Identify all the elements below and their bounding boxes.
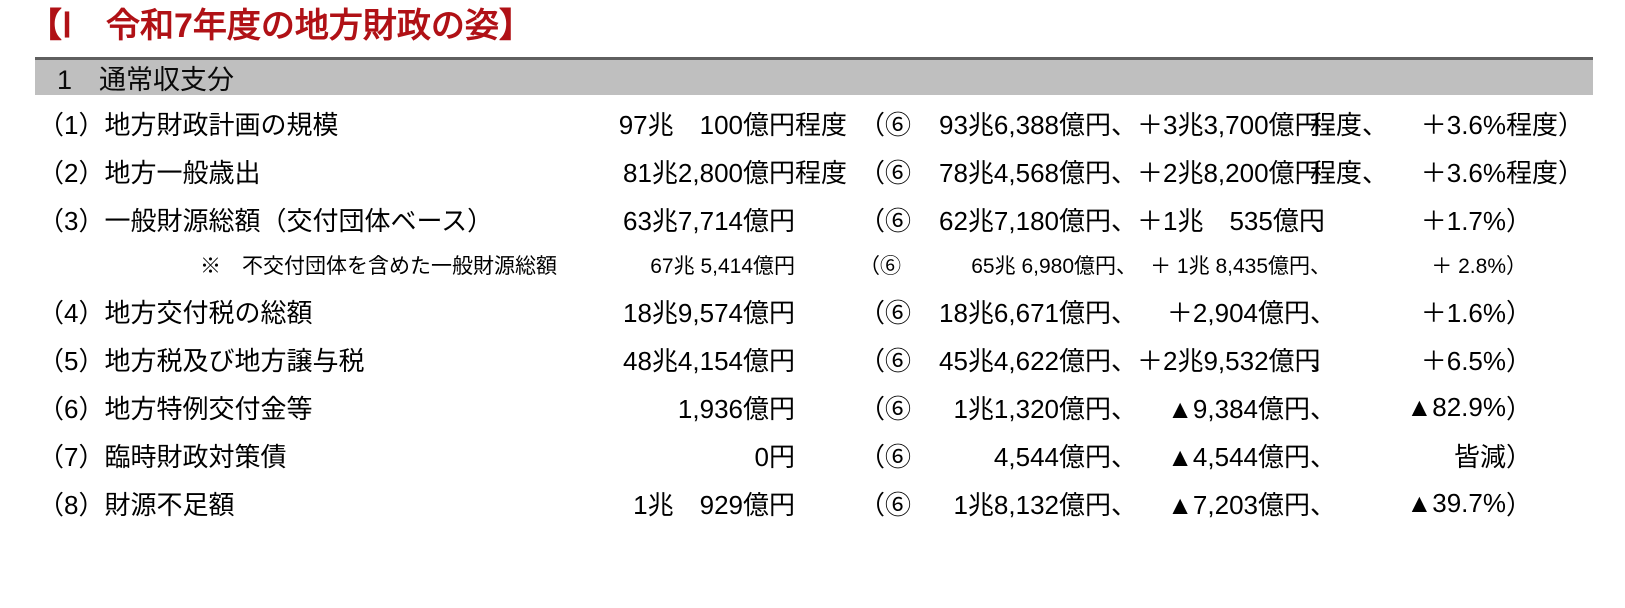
pct-change: ＋1.7% [1420, 205, 1506, 236]
pct-change: ＋6.5% [1420, 345, 1506, 376]
pct-change: ＋3.6% [1420, 109, 1506, 140]
item-label: （1）地方財政計画の規模 [38, 109, 339, 140]
table-row: （2）地方一般歳出 81兆2,800億円 程度 （⑥ 78兆4,568億円、 ＋… [0, 147, 1625, 195]
pct-change: 皆減 [1453, 441, 1506, 472]
pct-change: ＋3.6% [1420, 157, 1506, 188]
item-amount: 81兆2,800億円 [623, 157, 795, 188]
diff-amount: ＋2兆9,532億円 [1137, 345, 1321, 376]
item-amount: 0円 [754, 441, 795, 472]
item-label: （3）一般財源総額（交付団体ベース） [38, 205, 494, 236]
diff-amount: ＋3兆3,700億円 [1137, 109, 1321, 140]
item-amount: 18兆9,574億円 [623, 297, 795, 328]
diff-amount-suffix: 、 [1310, 297, 1337, 328]
diff-amount-suffix: 、 [1310, 441, 1337, 472]
pct-change-suffix: ） [1506, 255, 1527, 278]
page-title: 【Ⅰ 令和7年度の地方財政の姿】 [28, 7, 533, 45]
prev-year-open-paren: （⑥ [859, 441, 912, 472]
item-amount: 1,936億円 [677, 393, 795, 424]
diff-amount: ▲7,203億円 [1167, 489, 1310, 520]
prev-year-open-paren: （⑥ [859, 109, 912, 140]
prev-year-amount: 1兆1,320億円、 [953, 393, 1137, 424]
table-row: （5）地方税及び地方譲与税 48兆4,154億円 （⑥ 45兆4,622億円、 … [0, 335, 1625, 383]
pct-change-suffix: ） [1506, 297, 1533, 328]
diff-amount: ＋2,904億円 [1166, 297, 1310, 328]
prev-year-open-paren: （⑥ [859, 205, 912, 236]
diff-amount: ▲9,384億円 [1167, 393, 1310, 424]
pct-change-suffix: 程度） [1506, 109, 1585, 140]
pct-change: ▲82.9% [1406, 391, 1506, 422]
pct-change: ＋ 2.8% [1431, 255, 1506, 278]
item-label: （5）地方税及び地方譲与税 [38, 345, 365, 376]
table-row: （6）地方特例交付金等 1,936億円 （⑥ 1兆1,320億円、 ▲9,384… [0, 383, 1625, 431]
pct-change-suffix: ） [1506, 393, 1533, 424]
item-amount: 63兆7,714億円 [623, 205, 795, 236]
item-label: （4）地方交付税の総額 [38, 297, 313, 328]
item-amount: 97兆 100億円 [618, 109, 795, 140]
section-header-label: 1 通常収支分 [57, 65, 235, 95]
item-amount-suffix: 程度 [795, 109, 848, 140]
item-label: （7）臨時財政対策債 [38, 441, 287, 472]
table-row: （7）臨時財政対策債 0円 （⑥ 4,544億円、 ▲4,544億円 、 皆減 … [0, 431, 1625, 479]
item-amount-suffix: 程度 [795, 157, 848, 188]
pct-change-suffix: ） [1506, 489, 1533, 520]
prev-year-open-paren: （⑥ [859, 297, 912, 328]
diff-amount-suffix: 、 [1310, 345, 1337, 376]
diff-amount-suffix: 程度、 [1310, 157, 1389, 188]
table-row: （1）地方財政計画の規模 97兆 100億円 程度 （⑥ 93兆6,388億円、… [0, 99, 1625, 147]
prev-year-amount: 18兆6,671億円、 [939, 297, 1137, 328]
prev-year-open-paren: （⑥ [859, 489, 912, 520]
prev-year-amount: 93兆6,388億円、 [939, 109, 1137, 140]
item-amount: 67兆 5,414億円 [650, 255, 795, 278]
item-amount: 48兆4,154億円 [623, 345, 795, 376]
prev-year-amount: 4,544億円、 [993, 441, 1137, 472]
prev-year-amount: 45兆4,622億円、 [939, 345, 1137, 376]
section-header: 1 通常収支分 [35, 57, 1593, 95]
prev-year-open-paren: （⑥ [859, 157, 912, 188]
diff-amount-suffix: 、 [1310, 489, 1337, 520]
item-amount: 1兆 929億円 [633, 489, 795, 520]
pct-change-suffix: ） [1506, 345, 1533, 376]
pct-change-suffix: ） [1506, 441, 1533, 472]
prev-year-open-paren: （⑥ [859, 255, 901, 278]
prev-year-amount: 78兆4,568億円、 [939, 157, 1137, 188]
table-row: （8）財源不足額 1兆 929億円 （⑥ 1兆8,132億円、 ▲7,203億円… [0, 479, 1625, 527]
prev-year-open-paren: （⑥ [859, 393, 912, 424]
diff-amount: ＋1兆 535億円 [1137, 205, 1325, 236]
diff-amount-suffix: 程度、 [1310, 109, 1389, 140]
item-label: （2）地方一般歳出 [38, 157, 261, 188]
diff-amount: ＋ 1兆 8,435億円 [1150, 255, 1310, 278]
item-label: （8）財源不足額 [38, 489, 235, 520]
pct-change: ▲39.7% [1406, 487, 1506, 518]
item-label: ※ 不交付団体を含めた一般財源総額 [200, 255, 557, 278]
pct-change: ＋1.6% [1420, 297, 1506, 328]
prev-year-open-paren: （⑥ [859, 345, 912, 376]
diff-amount-suffix: 、 [1310, 255, 1331, 278]
prev-year-amount: 1兆8,132億円、 [953, 489, 1137, 520]
diff-amount-suffix: 、 [1310, 205, 1337, 236]
rows: （1）地方財政計画の規模 97兆 100億円 程度 （⑥ 93兆6,388億円、… [0, 99, 1625, 527]
pct-change-suffix: ） [1506, 205, 1533, 236]
pct-change-suffix: 程度） [1506, 157, 1585, 188]
item-label: （6）地方特例交付金等 [38, 393, 313, 424]
prev-year-amount: 62兆7,180億円、 [939, 205, 1137, 236]
table-row: （3）一般財源総額（交付団体ベース） 63兆7,714億円 （⑥ 62兆7,18… [0, 195, 1625, 243]
table-row: ※ 不交付団体を含めた一般財源総額 67兆 5,414億円 （⑥ 65兆 6,9… [0, 243, 1625, 287]
diff-amount-suffix: 、 [1310, 393, 1337, 424]
table-row: （4）地方交付税の総額 18兆9,574億円 （⑥ 18兆6,671億円、 ＋2… [0, 287, 1625, 335]
diff-amount: ＋2兆8,200億円 [1137, 157, 1321, 188]
diff-amount: ▲4,544億円 [1167, 441, 1310, 472]
prev-year-amount: 65兆 6,980億円、 [971, 255, 1137, 278]
